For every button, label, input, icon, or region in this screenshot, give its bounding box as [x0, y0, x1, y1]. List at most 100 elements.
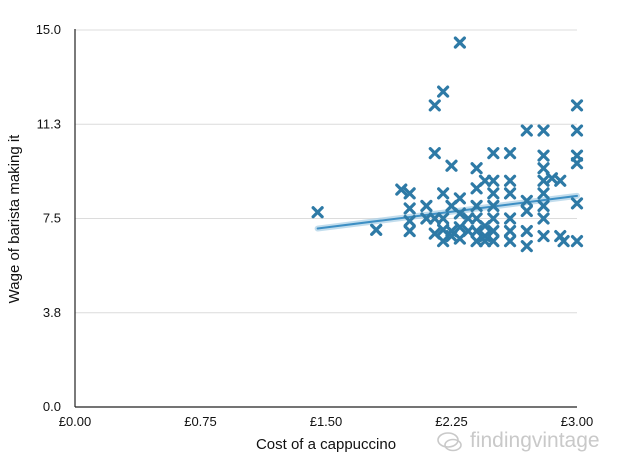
data-point-stroke — [520, 194, 533, 208]
data-point — [537, 162, 550, 175]
data-point-stroke — [503, 147, 517, 160]
data-point — [478, 174, 492, 187]
data-point — [470, 224, 483, 238]
data-point-stroke — [370, 223, 383, 236]
data-point — [537, 199, 550, 213]
data-point-stroke — [470, 162, 483, 175]
data-point-stroke — [470, 199, 483, 213]
data-point-stroke — [537, 212, 550, 225]
data-point — [487, 224, 500, 238]
data-point-stroke — [453, 36, 466, 49]
data-point — [520, 240, 533, 253]
data-point — [537, 229, 550, 243]
data-point — [478, 235, 492, 248]
data-point — [570, 197, 584, 210]
data-point-stroke — [503, 212, 517, 225]
data-point — [453, 207, 466, 220]
data-point — [437, 212, 450, 225]
data-point-stroke — [437, 187, 450, 200]
data-point-stroke — [428, 227, 441, 240]
x-axis-title: Cost of a cappuccino — [256, 436, 396, 453]
data-point-stroke — [462, 224, 475, 238]
data-point-stroke — [470, 212, 483, 225]
tick-labels: 0.0 3.8 7.5 11.3 15.0 £0.00 £0.75 £1.50 £2.25 £3.… — [36, 22, 594, 429]
data-point — [503, 224, 517, 238]
data-point — [503, 187, 517, 200]
data-point-stroke — [537, 124, 550, 137]
data-point — [520, 124, 533, 137]
x-tick-label: £0.75 — [184, 414, 217, 429]
data-point — [453, 192, 466, 205]
data-point — [428, 147, 441, 160]
data-point-stroke — [557, 235, 570, 248]
data-point — [520, 194, 533, 208]
data-point-stroke — [503, 174, 517, 187]
data-point — [437, 235, 450, 248]
data-point — [503, 147, 517, 160]
data-point-stroke — [487, 235, 500, 248]
data-point-stroke — [437, 235, 450, 248]
data-point-stroke — [503, 235, 517, 248]
data-point — [462, 212, 475, 225]
data-point — [487, 199, 500, 213]
data-point — [428, 99, 441, 112]
data-point — [570, 99, 584, 112]
data-point-stroke — [437, 85, 450, 98]
y-tick-label: 3.8 — [43, 305, 61, 320]
data-point — [403, 214, 416, 228]
y-axis-title: Wage of barista making it — [6, 134, 23, 304]
x-tick-label: £0.00 — [59, 414, 92, 429]
data-point — [570, 124, 584, 137]
plot-axes — [74, 29, 577, 408]
data-point-stroke — [487, 212, 500, 225]
data-point-stroke — [478, 174, 492, 187]
data-point-stroke — [487, 199, 500, 213]
data-point-stroke — [503, 187, 517, 200]
data-point — [537, 187, 550, 200]
data-point — [554, 174, 567, 187]
data-point — [420, 199, 433, 213]
data-point — [403, 202, 416, 215]
data-point — [428, 212, 441, 225]
data-point-stroke — [520, 124, 533, 137]
data-point — [370, 223, 383, 236]
data-point — [570, 235, 584, 248]
data-point — [487, 235, 500, 248]
watermark-icon — [437, 432, 462, 452]
data-point — [453, 36, 466, 49]
x-tick-label: £2.25 — [435, 414, 468, 429]
data-point — [537, 212, 550, 225]
data-point-stroke — [403, 224, 416, 238]
watermark: findingvintage — [437, 429, 600, 452]
data-point — [487, 212, 500, 225]
data-point-stroke — [437, 212, 450, 225]
data-point-stroke — [487, 174, 500, 187]
data-point-stroke — [537, 162, 550, 175]
data-point — [445, 159, 458, 172]
data-point — [520, 204, 533, 218]
data-point-stroke — [420, 212, 433, 225]
data-point-stroke — [311, 206, 324, 219]
data-point-stroke — [445, 159, 458, 172]
data-point-stroke — [403, 187, 416, 200]
data-point — [503, 235, 517, 248]
data-point — [537, 124, 550, 137]
data-point-stroke — [453, 207, 466, 220]
data-point-stroke — [570, 157, 584, 170]
y-tick-label: 15.0 — [36, 22, 61, 37]
data-point-stroke — [537, 229, 550, 243]
data-point — [487, 147, 500, 160]
data-point-stroke — [520, 204, 533, 218]
data-point-stroke — [428, 212, 441, 225]
data-point-stroke — [478, 235, 492, 248]
y-tick-label: 0.0 — [43, 399, 61, 414]
data-point — [520, 224, 533, 238]
data-point-stroke — [395, 183, 408, 196]
data-point-stroke — [503, 224, 517, 238]
data-point-stroke — [537, 149, 550, 162]
data-point-stroke — [520, 224, 533, 238]
data-point — [437, 85, 450, 98]
trendline — [316, 194, 578, 230]
y-tick-label: 7.5 — [43, 211, 61, 226]
